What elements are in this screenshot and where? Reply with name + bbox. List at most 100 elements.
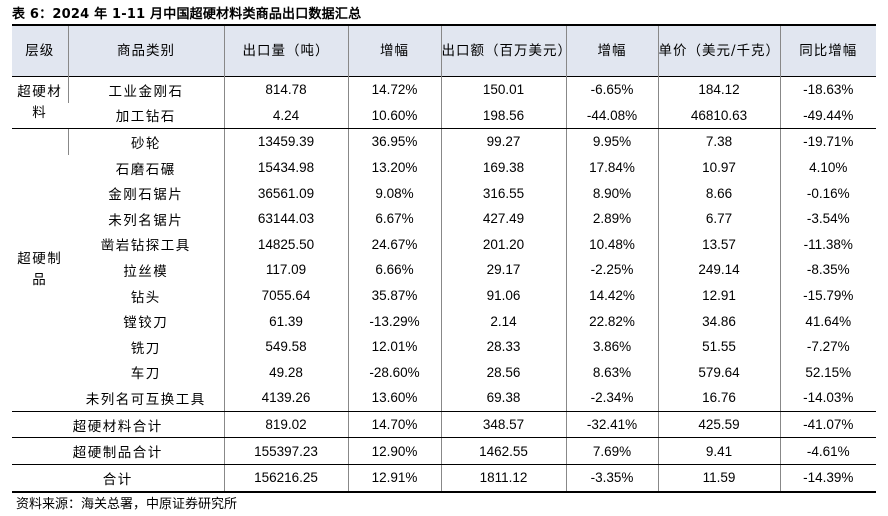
cell-export-volume: 156216.25	[223, 464, 348, 493]
cell-growth-volume: -13.29%	[347, 308, 441, 334]
cell-unit-price: 10.97	[657, 154, 780, 181]
table-row: 凿岩钻探工具 14825.50 24.67% 201.20 10.48% 13.57 -11…	[12, 231, 876, 258]
cell-export-value: 198.56	[440, 102, 566, 130]
header-yoy: 同比增幅	[779, 25, 876, 77]
header-growth-value: 增幅	[565, 25, 658, 77]
cell-growth-value: -32.41%	[565, 411, 658, 439]
cell-yoy: -19.71%	[779, 128, 876, 155]
cell-growth-volume: 13.60%	[347, 385, 441, 412]
cell-growth-value: 9.95%	[565, 128, 658, 155]
table-row: 车刀 49.28 -28.60% 28.56 8.63% 579.64 52.15%	[12, 359, 876, 386]
cell-growth-volume: 24.67%	[347, 231, 441, 258]
group-label: 超硬材料	[12, 76, 68, 130]
cell-export-volume: 36561.09	[223, 180, 348, 206]
row-category: 拉丝模	[123, 263, 169, 280]
header-export-volume: 出口量（吨）	[223, 25, 348, 77]
cell-export-volume: 4139.26	[223, 385, 348, 412]
cell-export-value: 29.17	[440, 257, 566, 283]
cell-export-volume: 14825.50	[223, 231, 348, 258]
table-row: 铣刀 549.58 12.01% 28.33 3.86% 51.55 -7.27%	[12, 333, 876, 360]
row-category: 铣刀	[130, 340, 161, 357]
cell-unit-price: 11.59	[657, 464, 780, 493]
cell-export-volume: 4.24	[223, 102, 348, 130]
row-category: 工业金刚石	[67, 76, 224, 103]
row-category: 未列名可互换工具	[68, 385, 224, 412]
table-row: 超硬制品 砂轮 13459.39 36.95% 99.27 9.95% 7.38 -19.71…	[12, 128, 876, 412]
cell-yoy: -14.03%	[779, 385, 876, 412]
cell-growth-value: -2.25%	[565, 257, 658, 283]
cell-export-volume: 15434.98	[223, 154, 348, 181]
cell-yoy: -0.16%	[779, 180, 876, 206]
cell-growth-value: 10.48%	[565, 231, 658, 258]
cell-unit-price: 8.66	[657, 180, 780, 206]
cell-yoy: -18.63%	[779, 76, 876, 103]
table-row: 合计 156216.25 12.91% 1811.12 -3.35% 11.59 -14.3…	[12, 464, 876, 493]
cell-yoy: -7.27%	[779, 333, 876, 360]
header-row: 层级 商品类别 出口量（吨） 增幅 出口额（百万美元） 增幅 单价（美元/千克）…	[12, 25, 876, 77]
cell-growth-value: -2.34%	[565, 385, 658, 412]
row-category: 超硬制品合计	[12, 437, 224, 465]
cell-unit-price: 34.86	[657, 308, 780, 334]
cell-export-volume: 814.78	[223, 76, 348, 103]
table-row: 拉丝模 117.09 6.66% 29.17 -2.25% 249.14 -8.35%	[12, 257, 876, 283]
cell-export-value: 2.14	[440, 308, 566, 334]
cell-yoy: -11.38%	[779, 231, 876, 258]
table-row: 未列名锯片 63144.03 6.67% 427.49 2.89% 6.77 -3.54%	[12, 205, 876, 232]
cell-yoy: 52.15%	[779, 359, 876, 386]
cell-growth-volume: 35.87%	[347, 282, 441, 309]
cell-unit-price: 579.64	[657, 359, 780, 386]
cell-export-volume: 117.09	[223, 257, 348, 283]
header-level: 层级	[12, 25, 68, 77]
table-title: 表 6：2024 年 1-11 月中国超硬材料类商品出口数据汇总	[12, 7, 362, 22]
table-row: 镗铰刀 61.39 -13.29% 2.14 22.82% 34.86 41.64%	[12, 308, 876, 334]
cell-growth-value: 17.84%	[565, 154, 658, 181]
cell-growth-volume: 12.91%	[347, 464, 441, 493]
cell-export-value: 99.27	[440, 128, 566, 155]
cell-growth-value: 3.86%	[565, 333, 658, 360]
cell-growth-value: -6.65%	[565, 76, 658, 103]
cell-growth-value: 8.90%	[565, 180, 658, 206]
cell-export-value: 28.33	[440, 333, 566, 360]
cell-growth-volume: 10.60%	[347, 102, 441, 130]
header-category: 商品类别	[67, 25, 224, 77]
table-row: 钻头 7055.64 35.87% 91.06 14.42% 12.91 -15.79%	[12, 282, 876, 309]
row-category: 合计	[12, 464, 224, 493]
row-category: 石磨石碾	[115, 161, 176, 178]
cell-unit-price: 12.91	[657, 282, 780, 309]
cell-export-volume: 549.58	[223, 333, 348, 360]
cell-export-value: 28.56	[440, 359, 566, 386]
cell-growth-volume: -28.60%	[347, 359, 441, 386]
cell-unit-price: 16.76	[657, 385, 780, 412]
cell-export-value: 427.49	[440, 205, 566, 232]
cell-export-value: 201.20	[440, 231, 566, 258]
cell-growth-volume: 6.67%	[347, 205, 441, 232]
cell-unit-price: 184.12	[657, 76, 780, 103]
group-label: 超硬制品	[12, 128, 68, 412]
row-category: 钻头	[130, 289, 161, 306]
cell-unit-price: 13.57	[657, 231, 780, 258]
cell-growth-volume: 13.20%	[347, 154, 441, 181]
cell-unit-price: 7.38	[657, 128, 780, 155]
cell-growth-volume: 12.01%	[347, 333, 441, 360]
cell-unit-price: 51.55	[657, 333, 780, 360]
cell-unit-price: 425.59	[657, 411, 780, 439]
row-category: 未列名锯片	[108, 212, 184, 229]
table-row: 未列名可互换工具 4139.26 13.60% 69.38 -2.34% 16.76 -14…	[12, 385, 876, 412]
table-row: 石磨石碾 15434.98 13.20% 169.38 17.84% 10.97 4.10%	[12, 154, 876, 181]
cell-export-volume: 61.39	[223, 308, 348, 334]
source-note: 资料来源：海关总署，中原证券研究所	[16, 497, 238, 512]
table-row: 超硬材料合计 819.02 14.70% 348.57 -32.41% 425.59 -41…	[12, 411, 876, 439]
cell-yoy: -41.07%	[779, 411, 876, 439]
cell-export-volume: 155397.23	[223, 437, 348, 465]
cell-growth-volume: 6.66%	[347, 257, 441, 283]
cell-growth-value: 8.63%	[565, 359, 658, 386]
row-category: 镗铰刀	[123, 315, 169, 332]
cell-export-value: 316.55	[440, 180, 566, 206]
cell-yoy: -8.35%	[779, 257, 876, 283]
cell-growth-volume: 12.90%	[347, 437, 441, 465]
table-row: 金刚石锯片 36561.09 9.08% 316.55 8.90% 8.66 -0.16%	[12, 180, 876, 206]
row-category: 车刀	[130, 366, 161, 383]
cell-unit-price: 249.14	[657, 257, 780, 283]
row-category: 超硬材料合计	[12, 411, 224, 439]
cell-export-volume: 49.28	[223, 359, 348, 386]
